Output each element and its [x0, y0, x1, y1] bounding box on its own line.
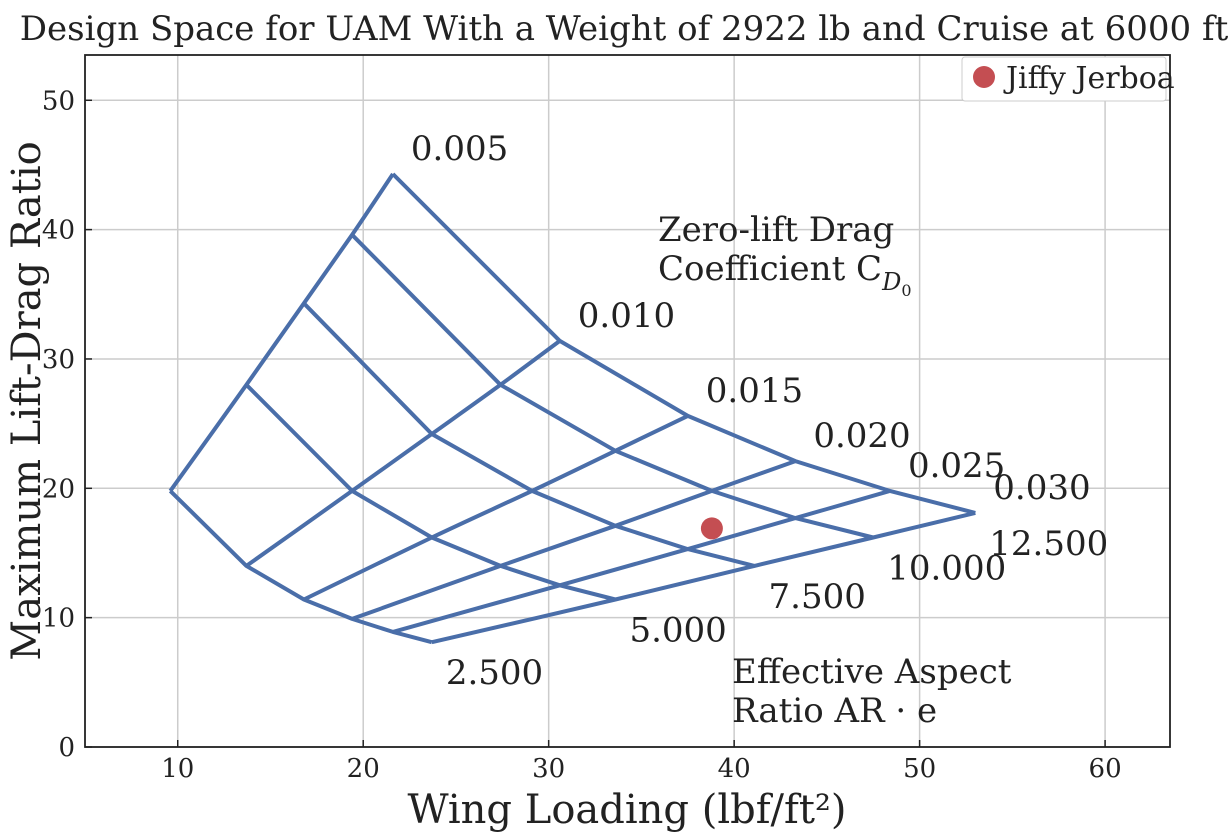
- ar-curve-7.500: [302, 301, 755, 568]
- y-tick-label: 50: [42, 86, 75, 116]
- cd0-curve-0.025: [392, 488, 891, 634]
- y-tick-label: 20: [42, 474, 75, 504]
- x-tick-label: 30: [532, 754, 565, 784]
- cd0-title-line2: Coefficient CD0: [658, 249, 912, 300]
- cd0-curve-0.015: [303, 414, 689, 602]
- x-axis-label: Wing Loading (lbf/ft²): [407, 787, 846, 833]
- cd0-label-0.025: 0.025: [908, 446, 1005, 486]
- cd0-label-0.010: 0.010: [578, 296, 675, 336]
- x-tick-label: 10: [161, 754, 194, 784]
- legend-label: Jiffy Jerboa: [1003, 61, 1175, 96]
- y-tick-label: 30: [42, 345, 75, 375]
- ar-title-line2: Ratio AR · e: [732, 691, 937, 731]
- cd0-symbol-subscript: D: [881, 268, 901, 296]
- cd0-symbol-subsubscript: 0: [901, 281, 911, 300]
- cd0-label-0.005: 0.005: [411, 129, 508, 169]
- grid: [85, 55, 1170, 748]
- ar-label-5.000: 5.000: [629, 611, 726, 651]
- x-tick-label: 20: [347, 754, 380, 784]
- y-tick-label: 40: [42, 216, 75, 246]
- curve-grid: [168, 172, 976, 645]
- cd0-curve-0.010: [245, 339, 561, 568]
- ar-curve-5.000: [244, 383, 616, 602]
- ar-label-7.500: 7.500: [769, 577, 866, 617]
- cd0-label-0.020: 0.020: [813, 416, 910, 456]
- cd0-title-line1: Zero-lift Drag: [658, 210, 894, 250]
- axis-ticks: 10 20 30 40 50 60 0 10 20 30 40 50: [42, 86, 1122, 784]
- ar-title-line1: Effective Aspect: [732, 652, 1012, 692]
- x-tick-label: 40: [718, 754, 751, 784]
- point-layer: [700, 517, 723, 540]
- cd0-curve-0.020: [351, 459, 797, 621]
- cd0-label-0.015: 0.015: [706, 371, 803, 411]
- ar-curve-2.500: [168, 489, 433, 645]
- x-tick-label: 60: [1089, 754, 1122, 784]
- chart-title: Design Space for UAM With a Weight of 29…: [20, 9, 1229, 49]
- legend-marker: [973, 66, 995, 88]
- legend-box: [961, 56, 1167, 102]
- jiffy-jerboa-point: [700, 517, 723, 540]
- y-axis-label: Maximum Lift-Drag Ratio: [4, 141, 50, 660]
- ar-label-12.500: 12.500: [989, 524, 1108, 564]
- cd0-curve-0.005: [168, 172, 395, 493]
- ar-label-2.500: 2.500: [446, 653, 543, 693]
- ar-curve-12.500: [391, 172, 976, 515]
- legend: Jiffy Jerboa: [961, 56, 1175, 102]
- cd0-label-0.030: 0.030: [993, 468, 1090, 508]
- y-tick-label: 10: [42, 604, 75, 634]
- ar-curve-10.000: [350, 233, 874, 540]
- y-tick-label: 0: [58, 733, 75, 763]
- cd0-curve-0.030: [431, 510, 976, 645]
- x-tick-label: 50: [903, 754, 936, 784]
- plot-frame: [84, 54, 1171, 748]
- ar-label-10.000: 10.000: [887, 548, 1006, 588]
